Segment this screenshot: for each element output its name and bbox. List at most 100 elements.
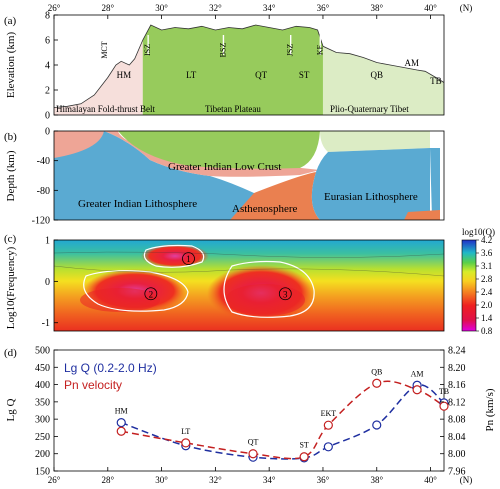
lgq-pn-panel: (d) HM LT QT ST EKT QB AM TB 150 200 250 300 350 400…: [4, 346, 496, 486]
y-axis-b: -120 -80 -40 0: [32, 127, 58, 227]
block-label: TB: [430, 76, 442, 86]
block-label: QT: [255, 70, 267, 80]
colorbar-tick-label: 4.2: [481, 235, 492, 245]
panel-a-label: (a): [4, 15, 17, 27]
q-contour-2: [83, 270, 189, 312]
y-tick-label: -1: [42, 318, 50, 329]
pn-point: [299, 452, 309, 462]
plateau-area: [142, 25, 323, 115]
pn-point: [323, 420, 333, 430]
x-axis-a: 26° 28° 30° 32° 34° 36° 38° 40° (N): [48, 3, 472, 19]
lgq-point: [372, 420, 382, 430]
elevation-line: [54, 24, 444, 108]
y-tick-label: 2: [45, 86, 50, 97]
colorbar-tick-label: 2.4: [481, 287, 493, 297]
zone-marker: [182, 252, 195, 266]
panel-c-frame: [53, 239, 445, 332]
label-eur-litho: Eurasian Lithosphere: [324, 191, 418, 203]
colorbar-tick-label: 3.1: [481, 261, 492, 271]
zone-label: 3: [283, 289, 288, 299]
suture-labels: MCT ISZ BSZ JSZ KF: [100, 41, 324, 58]
suture-label: BSZ: [218, 43, 227, 58]
legend-pn: Pn velocity: [64, 378, 122, 392]
low-q-zones: 1 2 3: [144, 252, 292, 301]
pq-tibet-area: [322, 46, 444, 115]
point-label: LT: [181, 427, 190, 436]
suture-label: JSZ: [286, 44, 295, 57]
suture-label: KF: [315, 44, 324, 55]
eurasian-lithosphere: [311, 148, 430, 220]
y-tick-label: 450: [35, 363, 50, 374]
panel-b-label: (b): [4, 131, 17, 143]
x-tick-label: 32°: [209, 3, 222, 13]
lgq-line: [120, 384, 445, 460]
pn-point: [439, 401, 449, 411]
x-axis-d: 26° 28° 30° 32° 34° 36° 38° 40° (N): [48, 467, 473, 485]
block-label: HM: [117, 70, 132, 80]
y-label-b: Depth (km): [5, 150, 17, 201]
lgq-point: [323, 442, 333, 452]
gi-lithosphere: [54, 131, 270, 220]
x-tick-label: 40°: [424, 3, 437, 13]
gi-crust-left: [54, 131, 104, 158]
y-tick-label: 8: [45, 11, 50, 22]
block-label: AM: [404, 58, 419, 68]
series-points: [116, 378, 449, 463]
y-tick-label: 400: [35, 380, 50, 391]
pn-point: [248, 449, 258, 459]
asthenosphere: [230, 172, 320, 220]
point-label: TB: [439, 387, 449, 396]
block-label: QB: [371, 70, 384, 80]
y-axis-c: -1 0 1: [42, 236, 58, 329]
elevation-panel: (a) HM LT QT ST QB AM TB MCT ISZ BSZ JSZ KF Himala…: [4, 3, 472, 122]
x-tick-label: 26°: [48, 3, 61, 13]
q-contour-1: [143, 244, 205, 268]
y-tick-label: 1: [45, 236, 50, 247]
pn-point: [372, 378, 382, 388]
region-himalaya: Himalayan Fold-thrust Belt: [56, 104, 155, 114]
y-label-c: Log10(Frequency): [5, 246, 17, 329]
y-tick-label: 0: [45, 277, 50, 288]
plateau-crust: [118, 131, 320, 169]
y-tick-label: 150: [35, 467, 50, 478]
y-label-d: Lg Q: [5, 398, 17, 421]
label-astheno: Asthenosphere: [232, 203, 297, 215]
q-contour-3: [223, 260, 315, 318]
gi-low-crust: [54, 131, 320, 177]
y-right-tick-label: 7.96: [448, 467, 466, 478]
y-right-tick-label: 8.04: [448, 432, 466, 443]
pn-point: [412, 385, 422, 395]
point-label: AM: [411, 369, 424, 378]
point-label: HM: [115, 407, 128, 416]
colorbar-ticks: 0.8 1.4 2.0 2.4 2.8 3.1 3.6 4.2: [476, 235, 493, 336]
y-tick-label: 6: [45, 36, 50, 47]
suture-label: ISZ: [143, 44, 152, 56]
y-right-tick-label: 8.08: [448, 415, 466, 426]
suture-lines: [104, 35, 321, 55]
cross-section-panel: (b) Greater Indian Low Crust Greater Ind…: [4, 127, 445, 227]
himalaya-area: [54, 40, 143, 115]
point-labels: HM LT QT ST EKT QB AM TB: [115, 367, 449, 449]
x-tick-label: 34°: [263, 475, 276, 485]
x-tick-label: 40°: [424, 475, 437, 485]
y-axis-a: 0 2 4 6 8: [45, 11, 58, 122]
panel-d-label: (d): [4, 347, 17, 359]
x-tick-label: 38°: [370, 3, 383, 13]
colorbar: [461, 239, 477, 332]
label-gi-crust: Greater Indian Low Crust: [168, 161, 281, 173]
x-tick-label: 36°: [317, 3, 330, 13]
point-label: EKT: [321, 409, 337, 418]
x-tick-label: 38°: [370, 475, 383, 485]
colorbar-tick-label: 3.6: [481, 248, 493, 258]
pn-point: [181, 438, 191, 448]
legend-lgq: Lg Q (0.2-2.0 Hz): [64, 361, 157, 375]
x-unit: (N): [460, 475, 473, 485]
x-tick-label: 28°: [101, 3, 114, 13]
q-tomography-panel: (c) 1 2 3 -1 0 1 Log10(Frequency) log10(Q) 0…: [4, 227, 495, 336]
y-right-tick-label: 8.12: [448, 397, 466, 408]
y-tick-label: 500: [35, 346, 50, 357]
y-label-a: Elevation (km): [5, 32, 17, 99]
point-label: QT: [248, 438, 259, 447]
zone-marker: [278, 287, 292, 301]
